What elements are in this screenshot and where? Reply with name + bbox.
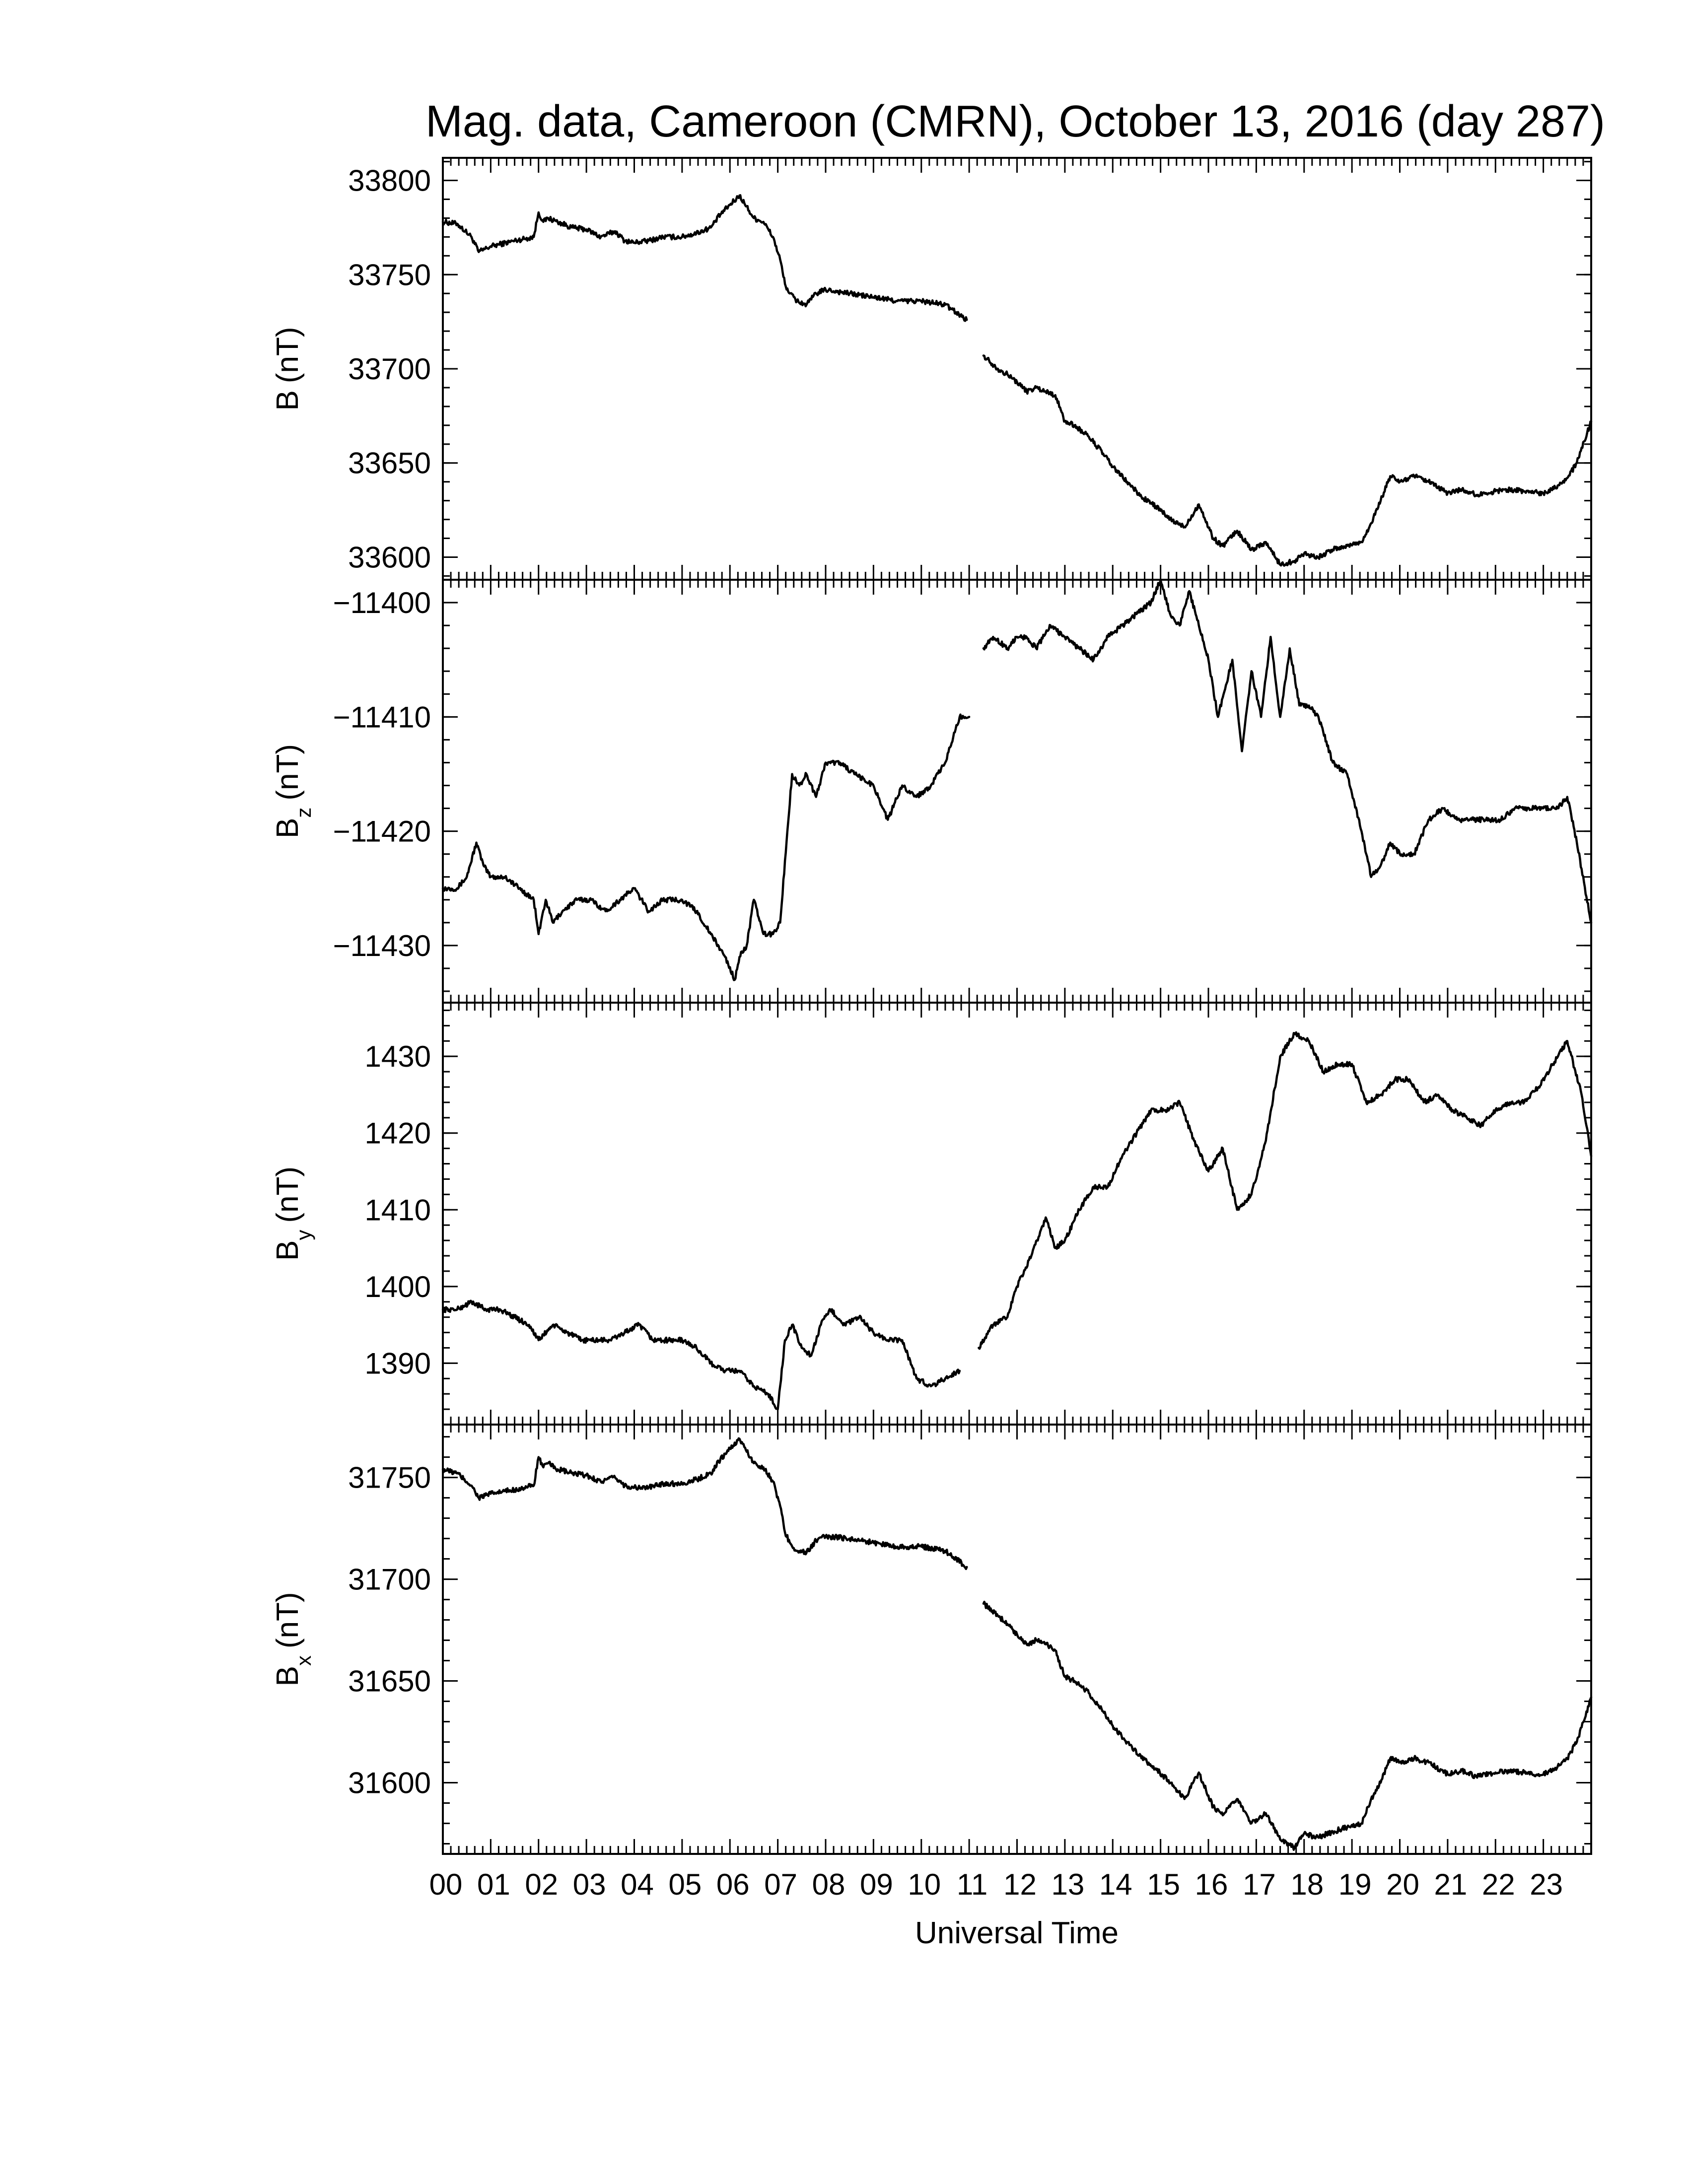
y-axis-label-unit: (nT) — [271, 327, 305, 383]
y-axis-label-unit: (nT) — [271, 744, 305, 801]
y-axis-label-main: B — [271, 818, 305, 838]
y-tick-label: 31600 — [348, 1767, 431, 1800]
y-tick-label: 1400 — [365, 1270, 431, 1303]
x-tick-label: 01 — [477, 1868, 510, 1901]
y-tick-label: 33700 — [348, 352, 431, 386]
y-tick-label: 31750 — [348, 1461, 431, 1495]
y-tick-label: −11410 — [333, 700, 431, 734]
y-axis-label: B (nT) — [271, 327, 305, 410]
y-tick-label: 1420 — [365, 1117, 431, 1150]
x-tick-label: 12 — [1003, 1868, 1037, 1901]
x-tick-label: 22 — [1482, 1868, 1515, 1901]
y-tick-label: 1410 — [365, 1193, 431, 1227]
panels-group: 3360033650337003375033800B(nT)−11430−114… — [271, 157, 1593, 1855]
x-tick-label: 17 — [1243, 1868, 1276, 1901]
series-line-by — [441, 1031, 1593, 1411]
series-line-b — [441, 194, 1593, 567]
y-axis-label: By (nT) — [271, 1166, 315, 1261]
x-tick-label: 06 — [716, 1868, 750, 1901]
x-tick-label: 03 — [573, 1868, 606, 1901]
panel-frame — [442, 1002, 1592, 1426]
x-tick-label: 09 — [860, 1868, 893, 1901]
panel-frame — [442, 157, 1592, 581]
x-tick-label: 04 — [621, 1868, 654, 1901]
y-axis-label: Bz (nT) — [271, 744, 315, 838]
y-tick-label: 33600 — [348, 541, 431, 574]
y-axis-label-subscript: x — [292, 1655, 315, 1666]
x-tick-label: 14 — [1099, 1868, 1132, 1901]
x-tick-label: 18 — [1290, 1868, 1324, 1901]
y-tick-label: −11430 — [333, 929, 431, 962]
panel-bz: −11430 −11420 −11410 −11400 Bz (nT) — [271, 578, 1593, 1004]
y-tick-label: 33750 — [348, 258, 431, 291]
panel-frame — [442, 579, 1592, 1004]
y-axis-label-unit: (nT) — [271, 1592, 305, 1648]
x-tick-label: 10 — [908, 1868, 941, 1901]
y-tick-label: 33650 — [348, 447, 431, 480]
y-tick-label: 31650 — [348, 1665, 431, 1698]
y-axis-label: Bx (nT) — [271, 1592, 315, 1686]
x-tick-label: 00 — [429, 1868, 463, 1901]
y-tick-label: 33800 — [348, 164, 431, 198]
x-axis-label: Universal Time — [915, 1916, 1119, 1950]
y-tick-label: 1430 — [365, 1040, 431, 1073]
y-axis-label-main: B — [271, 1666, 305, 1686]
series-line-bz — [441, 578, 1593, 981]
x-tick-label: 15 — [1147, 1868, 1180, 1901]
y-tick-label: −11420 — [333, 815, 431, 848]
panel-frame — [442, 1424, 1592, 1855]
x-tick-label: 07 — [764, 1868, 797, 1901]
panel-by: 1390 1400 1410 1420 1430 By (nT) — [271, 1002, 1593, 1426]
x-tick-label: 08 — [812, 1868, 845, 1901]
y-axis-label-subscript: y — [292, 1230, 315, 1240]
x-axis: 00 01 02 03 04 05 06 07 08 09 10 11 12 13 14 15 16 17 18 19… — [429, 1868, 1563, 1901]
x-tick-label: 21 — [1434, 1868, 1468, 1901]
x-tick-label: 23 — [1530, 1868, 1563, 1901]
y-tick-label: 31700 — [348, 1563, 431, 1596]
y-axis-label-main: B — [271, 1240, 305, 1261]
y-axis-label-subscript: z — [292, 808, 315, 818]
x-tick-label: 02 — [525, 1868, 558, 1901]
series-line-bx — [441, 1437, 1593, 1851]
x-tick-label: 11 — [957, 1868, 987, 1901]
y-tick-label: −11400 — [333, 586, 431, 619]
x-tick-label: 19 — [1338, 1868, 1372, 1901]
chart-title: Mag. data, Cameroon (CMRN), October 13, … — [425, 97, 1605, 146]
x-tick-label: 16 — [1195, 1868, 1228, 1901]
y-tick-label: 1390 — [365, 1347, 431, 1380]
x-tick-label: 05 — [669, 1868, 702, 1901]
panel-b: 33600 33650 33700 33750 33800 B (nT) — [271, 157, 1593, 581]
x-tick-label: 20 — [1386, 1868, 1419, 1901]
panel-bx: 31600 31650 31700 31750 Bx (nT) — [271, 1424, 1593, 1855]
y-axis-label-unit: (nT) — [271, 1166, 305, 1223]
y-axis-label-main: B — [271, 390, 305, 410]
x-tick-label: 13 — [1052, 1868, 1085, 1901]
